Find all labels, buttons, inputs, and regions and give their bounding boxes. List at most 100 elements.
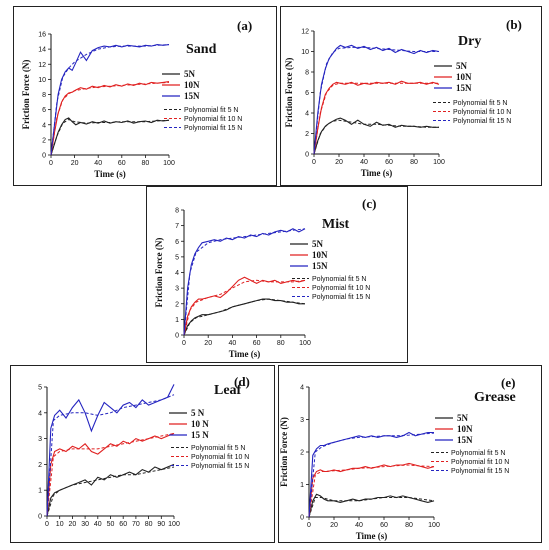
legend-label: 10 N [191,419,209,429]
legend-fit-label: Polynomial fit 10 N [191,454,249,461]
legend-fit-label: Polynomial fit 10 N [453,109,511,116]
x-tick-label: 60 [253,340,261,347]
x-tick-label: 20 [69,521,77,528]
y-tick-label: 14 [38,47,46,54]
legend-label: 10N [456,72,472,82]
y-tick-label: 2 [42,137,46,144]
x-tick-label: 20 [330,522,338,529]
y-tick-label: 10 [301,49,309,56]
legend-label: 5N [312,239,324,249]
legend-fit-label: Polynomial fit 5 N [184,107,238,114]
series-line-fit-4 [313,82,439,155]
x-tick-label: 80 [410,159,418,166]
series-line-fit-5 [183,228,306,336]
chart-svg: 0 20 40 60 80 100 0 1 2 3 4 Time (s) Friction Force … [279,375,516,541]
chart-svg: 0 20 40 60 80 100 0 2 4 6 8 10 12 Time (s) Friction Fo… [284,17,522,178]
y-tick-label: 12 [301,29,309,36]
panel-label: (e) [501,375,515,390]
series-line-fit-3 [46,466,175,517]
panel-title: Leaf [214,383,242,398]
y-tick-label: 3 [38,436,42,443]
legend-fit-label: Polynomial fit 15 N [453,118,511,125]
y-tick-label: 2 [175,301,179,308]
x-tick-label: 100 [428,522,440,529]
x-tick-label: 80 [145,521,153,528]
y-tick-label: 10 [38,77,46,84]
chart-svg: 0 20 40 60 80 100 0 1 2 3 4 5 6 7 8 Time (s) Friction Fo… [154,196,376,359]
panel-title: Sand [186,42,217,57]
panel-label: (b) [506,17,522,32]
series-line-0 [183,298,305,336]
y-tick-label: 0 [175,333,179,340]
legend-label: 10N [457,424,473,434]
y-tick-label: 16 [38,32,46,39]
series-line-fit-3 [313,119,439,155]
legend-label: 10N [184,80,200,90]
series-line-fit-4 [46,432,175,517]
legend-label: 15N [456,83,472,93]
series-line-fit-5 [308,432,435,518]
panel-label: (d) [234,374,250,389]
y-tick-label: 12 [38,62,46,69]
x-tick-label: 40 [229,340,237,347]
y-tick-label: 8 [42,92,46,99]
y-tick-label: 8 [305,70,309,77]
x-tick-label: 40 [94,160,102,167]
y-tick-label: 0 [38,514,42,521]
x-tick-label: 100 [168,521,180,528]
series-line-fit-3 [50,118,170,156]
x-axis-label: Time (s) [229,349,261,359]
y-axis-label: Friction Force (N) [279,417,289,487]
y-axis-label: Friction Force (N) [154,238,164,308]
series-line-0 [50,117,170,156]
series-line-2 [313,44,440,155]
y-axis-label: Friction Force (N) [21,60,31,130]
legend-label: 5N [457,413,469,423]
series-line-0 [313,117,439,155]
y-tick-label: 3 [300,417,304,424]
y-tick-label: 4 [38,410,42,417]
panel-title: Grease [474,390,516,405]
y-tick-label: 2 [300,450,304,457]
x-tick-label: 60 [119,521,127,528]
y-tick-label: 6 [305,90,309,97]
legend-label: 5N [184,69,196,79]
series-line-fit-5 [50,44,170,156]
panel-leaf: 0 10 20 30 40 50 60 70 80 90 100 0 1 2 3 4 5 Leaf (d) 5 N 10… [10,365,275,543]
y-tick-label: 5 [175,254,179,261]
x-tick-label: 30 [81,521,89,528]
chart-svg: 0 20 40 60 80 100 0 2 4 6 8 10 12 14 16 Time (s) Frictio… [21,18,252,179]
x-tick-label: 0 [45,521,49,528]
series-line-2 [183,228,306,336]
x-tick-label: 50 [107,521,115,528]
y-tick-label: 4 [305,111,309,118]
legend-fit-label: Polynomial fit 5 N [453,100,507,107]
panel-mist: 0 20 40 60 80 100 0 1 2 3 4 5 6 7 8 Time (s) Friction Fo… [146,186,408,363]
series-line-1 [50,81,170,156]
legend-label: 15N [457,435,473,445]
series-line-2 [46,384,175,517]
series-line-fit-3 [183,298,306,336]
x-tick-label: 60 [380,522,388,529]
x-tick-label: 40 [94,521,102,528]
legend-label: 10N [312,250,328,260]
legend-label: 5 N [191,408,205,418]
panel-sand: 0 20 40 60 80 100 0 2 4 6 8 10 12 14 16 Time (s) Frictio… [13,6,277,186]
x-tick-label: 0 [182,340,186,347]
y-tick-label: 2 [38,462,42,469]
y-tick-label: 4 [300,385,304,392]
x-tick-label: 100 [163,160,175,167]
legend-fit-label: Polynomial fit 5 N [312,276,366,283]
legend-label: 15N [312,261,328,271]
legend-fit-label: Polynomial fit 5 N [451,450,505,457]
series-line-2 [50,44,170,156]
panel-title: Mist [322,217,350,232]
x-tick-label: 80 [142,160,150,167]
y-tick-label: 6 [42,107,46,114]
x-tick-label: 10 [56,521,64,528]
series-line-fit-4 [183,279,306,336]
y-tick-label: 5 [38,385,42,392]
y-tick-label: 4 [175,270,179,277]
y-tick-label: 0 [305,152,309,159]
y-tick-label: 4 [42,122,46,129]
